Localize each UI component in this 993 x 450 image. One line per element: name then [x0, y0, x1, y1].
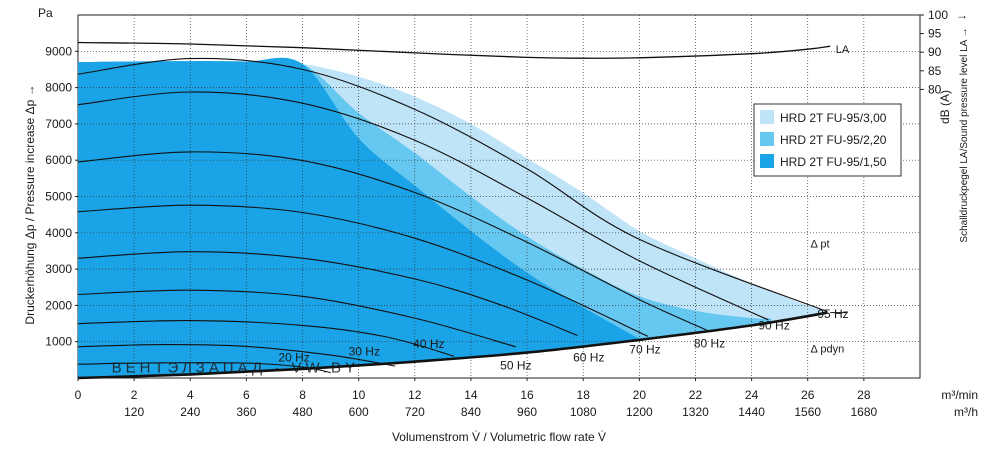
y-tick-label: 8000: [45, 81, 72, 95]
la-annotation: LA: [836, 44, 850, 56]
freq-label: 90 Hz: [758, 318, 789, 332]
legend-swatch: [760, 132, 774, 146]
right-tick-label: 85: [928, 64, 942, 78]
freq-label: 30 Hz: [349, 344, 380, 358]
freq-curve-40hz: [77, 320, 455, 357]
x-tick-label-h: 1560: [794, 405, 821, 419]
freq-curve-90hz: [77, 91, 769, 321]
y-tick-label: 7000: [45, 117, 72, 131]
freq-curve-80hz: [77, 151, 707, 331]
x-tick-label-min: 4: [187, 388, 194, 402]
y-tick-label: 1000: [45, 335, 72, 349]
freq-curve-60hz: [77, 251, 578, 337]
right-axis-title: Schalldruckpegel LA/Sound pressure level…: [959, 27, 970, 242]
x-unit-min: m³/min: [941, 388, 978, 402]
x-tick-label-min: 8: [299, 388, 306, 402]
x-tick-label-h: 480: [293, 405, 313, 419]
x-unit-h: m³/h: [954, 405, 978, 419]
y-tick-label: 5000: [45, 190, 72, 204]
right-tick-label: 90: [928, 45, 942, 59]
y-tick-label: 9000: [45, 44, 72, 58]
la-curve: [77, 41, 831, 59]
x-tick-label-min: 16: [520, 388, 534, 402]
y-tick-label: 3000: [45, 262, 72, 276]
x-tick-label-h: 1320: [682, 405, 709, 419]
x-tick-label-min: 2: [131, 388, 138, 402]
x-tick-label-min: 12: [408, 388, 422, 402]
freq-curve-95hz: [77, 57, 828, 313]
x-tick-label-min: 14: [464, 388, 478, 402]
x-tick-label-h: 1080: [570, 405, 597, 419]
x-tick-label-h: 840: [461, 405, 481, 419]
x-tick-label-h: 720: [405, 405, 425, 419]
legend-label: HRD 2T FU-95/2,20: [780, 133, 887, 147]
right-tick-label: 80: [928, 82, 942, 96]
legend-swatch: [760, 154, 774, 168]
freq-label: 70 Hz: [629, 342, 660, 356]
y-tick-label: 4000: [45, 226, 72, 240]
right-unit-label: dB (A): [938, 90, 952, 124]
x-tick-label-h: 960: [517, 405, 537, 419]
freq-curve-70hz: [77, 204, 649, 337]
legend-label: HRD 2T FU-95/3,00: [780, 111, 887, 125]
freq-curve-50hz: [77, 289, 516, 348]
freq-label: 80 Hz: [694, 337, 725, 351]
right-axis-arrow: →: [956, 8, 968, 22]
x-tick-label-min: 10: [352, 388, 366, 402]
right-tick-label: 100: [928, 8, 948, 22]
freq-label: 50 Hz: [500, 358, 531, 372]
x-tick-label-h: 240: [180, 405, 200, 419]
freq-label: 60 Hz: [573, 350, 604, 364]
x-tick-label-h: 1200: [626, 405, 653, 419]
y-tick-label: 2000: [45, 298, 72, 312]
x-tick-label-min: 20: [633, 388, 647, 402]
watermark-text: ВЕНТЭЛЗАПАД · VW.BY: [112, 360, 359, 377]
x-tick-label-h: 1680: [851, 405, 878, 419]
x-tick-label-h: 360: [236, 405, 256, 419]
x-tick-label-min: 24: [745, 388, 759, 402]
freq-curve-30hz: [77, 344, 396, 367]
legend-box: [753, 103, 902, 177]
x-tick-label-min: 18: [577, 388, 591, 402]
right-tick-label: 95: [928, 27, 942, 41]
x-tick-label-h: 600: [349, 405, 369, 419]
x-tick-label-min: 6: [243, 388, 250, 402]
dpt-annotation: Δ pt: [811, 238, 830, 250]
x-tick-label-min: 22: [689, 388, 703, 402]
legend-swatch: [760, 110, 774, 124]
legend-label: HRD 2T FU-95/1,50: [780, 155, 887, 169]
y-unit-label: Pa: [38, 6, 53, 20]
series-area-3: [78, 57, 640, 378]
system-curve: [77, 311, 828, 380]
y-axis-title: Druckerhöhung Δp / Pressure increase Δp …: [23, 84, 37, 324]
x-tick-label-h: 1440: [738, 405, 765, 419]
freq-label: 40 Hz: [413, 337, 444, 351]
x-tick-label-h: 120: [124, 405, 144, 419]
x-tick-label-min: 0: [75, 388, 82, 402]
x-axis-title: Volumenstrom V̇ / Volumetric flow rate V…: [392, 430, 606, 444]
x-tick-label-min: 28: [857, 388, 871, 402]
freq-label: 95 Hz: [817, 307, 848, 321]
dpdyn-annotation: Δ pdyn: [811, 344, 845, 356]
x-tick-label-min: 26: [801, 388, 815, 402]
freq-label: 20 Hz: [278, 351, 309, 365]
y-tick-label: 6000: [45, 153, 72, 167]
